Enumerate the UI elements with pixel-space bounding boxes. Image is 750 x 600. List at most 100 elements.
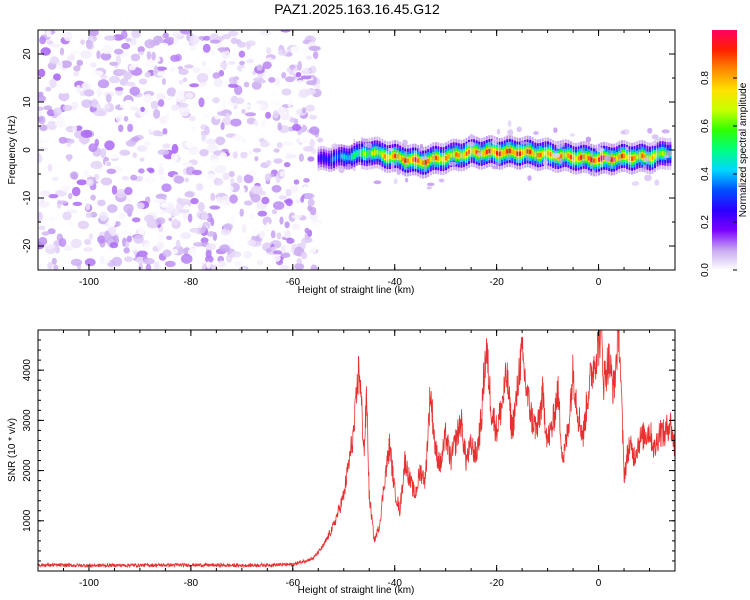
heatmap-noise-cell (155, 92, 166, 102)
heatmap-noise-cell (114, 86, 124, 91)
heatmap-noise-cell (553, 127, 558, 133)
heatmap-noise-cell (291, 214, 302, 219)
heatmap-ridge-cell (516, 151, 519, 156)
heatmap-noise-cell (96, 50, 101, 60)
heatmap-ridge-cell (417, 158, 420, 163)
heatmap-noise-cell (426, 182, 435, 186)
heatmap-ridge-cell (567, 153, 570, 158)
heatmap-ridge-cell (473, 149, 476, 154)
heatmap-noise-cell (662, 154, 670, 159)
heatmap-noise-cell (223, 223, 233, 231)
heatmap-noise-cell (276, 232, 282, 240)
heatmap-noise-cell (70, 101, 78, 111)
heatmap-noise-cell (252, 148, 262, 153)
heatmap-noise-cell (72, 124, 77, 133)
snr-plot-area (38, 330, 675, 571)
heatmap-ridge-cell (389, 154, 391, 160)
heatmap-noise-cell (507, 129, 514, 137)
heatmap-ridge-cell (536, 153, 539, 158)
heatmap-noise-cell (282, 187, 287, 198)
heatmap-noise-cell (77, 220, 89, 230)
heatmap-noise-cell (391, 161, 395, 169)
heatmap-noise-cell (38, 225, 46, 231)
heatmap-noise-cell (246, 58, 255, 64)
heatmap-noise-cell (51, 257, 57, 265)
heatmap-noise-cell (107, 154, 120, 159)
heatmap-noise-cell (295, 72, 302, 78)
heatmap-noise-cell (85, 39, 93, 50)
heatmap-ridge-cell (654, 154, 656, 159)
heatmap-ridge-cell (615, 156, 618, 161)
heatmap-noise-cell (516, 126, 522, 133)
heatmap-noise-cell (558, 157, 563, 165)
heatmap-noise-cell (222, 172, 230, 181)
heatmap-ridge-cell (376, 150, 379, 155)
heatmap-ridge-cell (539, 152, 542, 158)
heatmap-noise-cell (201, 132, 206, 142)
heatmap-noise-cell (438, 178, 445, 183)
heatmap-noise-cell (58, 88, 69, 94)
heatmap-noise-cell (132, 152, 137, 159)
heatmap-noise-cell (265, 222, 271, 231)
heatmap-noise-cell (69, 50, 81, 56)
heatmap-noise-cell (211, 49, 216, 56)
heatmap-noise-cell (97, 235, 106, 244)
heatmap-noise-cell (47, 262, 53, 270)
heatmap-noise-cell (273, 201, 285, 210)
heatmap-noise-cell (143, 114, 154, 120)
heatmap-noise-cell (229, 194, 238, 204)
heatmap-noise-cell (156, 233, 165, 243)
heatmap-noise-cell (279, 171, 286, 177)
heatmap-noise-cell (228, 83, 239, 88)
heatmap-noise-cell (228, 234, 235, 243)
spectrogram-y-axis-label: Frequency (Hz) (7, 116, 18, 185)
heatmap-noise-cell (270, 101, 281, 107)
heatmap-noise-cell (189, 44, 196, 52)
snr-y-tick-label: 1000 (22, 509, 33, 532)
heatmap-noise-cell (85, 202, 91, 211)
heatmap-noise-cell (125, 99, 134, 108)
heatmap-noise-cell (206, 143, 219, 153)
heatmap-noise-cell (54, 120, 66, 128)
heatmap-noise-cell (146, 51, 152, 60)
heatmap-ridge-cell (661, 151, 664, 156)
heatmap-noise-cell (71, 186, 81, 197)
heatmap-ridge-cell (427, 158, 430, 164)
heatmap-noise-cell (38, 138, 45, 144)
heatmap-noise-cell (136, 145, 148, 152)
heatmap-noise-cell (204, 125, 210, 136)
snr-ticks: -100 -80 -60 -40 -20 0 1000 2000 3000 4000 (22, 329, 676, 589)
heatmap-ridge-cell (541, 151, 544, 157)
heatmap-ridge-cell (373, 150, 376, 155)
heatmap-noise-cell (130, 246, 140, 251)
heatmap-noise-cell (613, 158, 617, 162)
heatmap-ridge-cell (432, 156, 435, 161)
heatmap-noise-cell (161, 183, 172, 192)
heatmap-ridge-cell (524, 149, 527, 155)
heatmap-noise-cell (281, 88, 292, 96)
heatmap-ridge-cell (468, 149, 470, 155)
heatmap-noise-cell (105, 93, 112, 103)
heatmap-noise-cell (222, 99, 227, 109)
heatmap-noise-cell (305, 133, 313, 138)
heatmap-ridge-cell (501, 151, 504, 156)
heatmap-noise-cell (97, 199, 106, 207)
heatmap-noise-cell (365, 143, 373, 148)
heatmap-noise-cell (262, 72, 272, 80)
heatmap-noise-cell (265, 160, 272, 166)
heatmap-noise-cell (244, 112, 257, 117)
spectrogram-x-tick-label: -100 (79, 277, 99, 288)
heatmap-noise-cell (300, 75, 312, 80)
heatmap-noise-cell (100, 44, 113, 55)
heatmap-noise-cell (84, 239, 92, 245)
heatmap-ridge-cell (572, 156, 575, 161)
heatmap-noise-cell (277, 49, 288, 56)
heatmap-noise-cell (527, 175, 532, 182)
heatmap-noise-cell (196, 72, 209, 83)
heatmap-noise-cell (120, 229, 133, 236)
snr-x-tick-label: -60 (286, 578, 301, 589)
heatmap-noise-cell (241, 67, 247, 77)
heatmap-noise-cell (178, 102, 189, 108)
heatmap-noise-cell (305, 80, 317, 86)
heatmap-noise-cell (80, 129, 93, 138)
